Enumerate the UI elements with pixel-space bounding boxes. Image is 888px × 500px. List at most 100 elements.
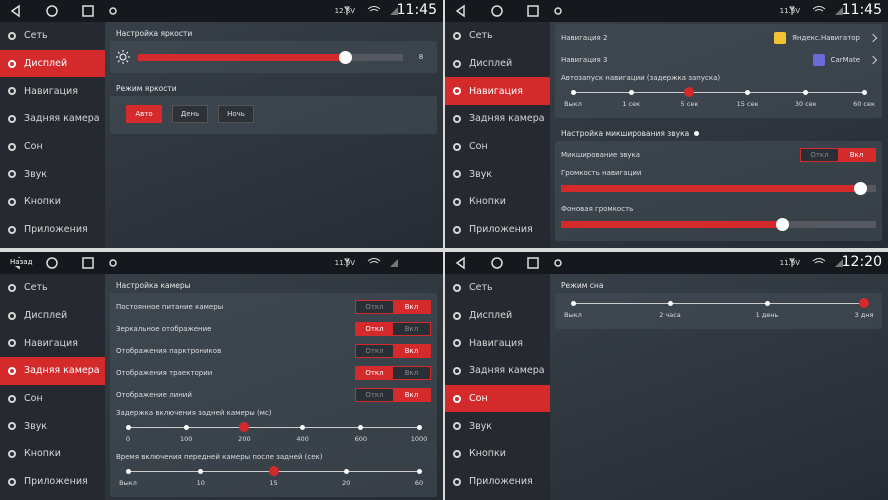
menu-label: Задняя камера bbox=[24, 365, 100, 377]
menu-item[interactable]: Навигация bbox=[445, 329, 550, 357]
tick-dot[interactable] bbox=[125, 469, 131, 474]
tick-dot[interactable] bbox=[416, 469, 422, 474]
menu-icon bbox=[8, 170, 16, 179]
menu-item[interactable]: Приложения bbox=[0, 468, 105, 496]
slider[interactable] bbox=[561, 218, 876, 231]
menu-item[interactable]: Дисплей bbox=[445, 302, 550, 330]
tick-dot[interactable] bbox=[861, 90, 867, 95]
menu-item[interactable]: Звук bbox=[0, 160, 105, 188]
tick-dot[interactable] bbox=[300, 425, 306, 430]
menu-item[interactable]: Задняя камера bbox=[0, 357, 105, 385]
app-row[interactable]: Навигация 3 CarMate bbox=[561, 49, 878, 71]
toggle-option[interactable]: Откл bbox=[356, 389, 393, 401]
tick-dot[interactable] bbox=[125, 425, 131, 430]
menu-item[interactable]: Кнопки bbox=[0, 440, 105, 468]
toggle-option[interactable]: Вкл bbox=[838, 149, 875, 161]
menu-item[interactable]: Кнопки bbox=[0, 188, 105, 216]
tick-slider[interactable]: Выкл 2 часа 1 день 3 дня bbox=[564, 296, 873, 326]
menu-label: Дисплей bbox=[24, 310, 68, 322]
button-group: Авто День Ночь bbox=[116, 99, 431, 131]
menu-item[interactable]: Приложения bbox=[445, 468, 550, 496]
status-bar: 12.8V 11:45 bbox=[0, 0, 443, 22]
menu-item[interactable]: Кнопки bbox=[445, 188, 550, 216]
tick-slider-label: Время включения передней камеры после за… bbox=[116, 453, 323, 461]
tick-dot[interactable] bbox=[239, 422, 250, 432]
tick-dot[interactable] bbox=[268, 466, 279, 476]
tick-dot[interactable] bbox=[183, 425, 189, 430]
menu-icon bbox=[8, 283, 16, 292]
slider-knob bbox=[338, 50, 352, 64]
section-title: Настройка яркости bbox=[110, 24, 437, 41]
mode-button[interactable]: День bbox=[172, 105, 208, 123]
menu-item[interactable]: Сон bbox=[445, 384, 550, 413]
menu-item[interactable]: Звук bbox=[445, 160, 550, 188]
toggle-option[interactable]: Вкл bbox=[393, 367, 430, 379]
tick-dot[interactable] bbox=[745, 90, 751, 95]
tick-slider[interactable]: Выкл 10 15 20 60 bbox=[119, 464, 423, 494]
menu-item[interactable]: Дисплей bbox=[0, 49, 105, 78]
menu-item[interactable]: Дисплей bbox=[445, 50, 550, 78]
brightness-slider[interactable] bbox=[138, 50, 403, 64]
menu-item[interactable]: Сеть bbox=[445, 22, 550, 50]
menu-icon bbox=[8, 225, 16, 234]
menu-item[interactable]: Задняя камера bbox=[445, 357, 550, 385]
menu-item[interactable]: Навигация bbox=[0, 77, 105, 105]
tick-dot[interactable] bbox=[859, 298, 869, 308]
menu-item[interactable]: Сон bbox=[445, 133, 550, 161]
menu-item[interactable]: Сеть bbox=[445, 274, 550, 302]
tick-label: 1 сек bbox=[622, 100, 641, 108]
content-area: Настройка яркости 8 Режим яркости Авто День Н… bbox=[110, 24, 437, 248]
toggle-option[interactable]: Вкл bbox=[393, 323, 430, 335]
tick-dot[interactable] bbox=[570, 301, 576, 306]
screen-panel: 11.9V 11:45 Сеть Дисплей Навигация Задняя кам… bbox=[445, 0, 888, 248]
menu-item[interactable]: Сеть bbox=[0, 274, 105, 302]
menu-item[interactable]: Звук bbox=[0, 412, 105, 440]
menu-item[interactable]: Сон bbox=[0, 385, 105, 413]
tick-dot[interactable] bbox=[570, 90, 576, 95]
toggle-option[interactable]: Вкл bbox=[393, 301, 430, 313]
menu-item[interactable]: Дисплей bbox=[0, 302, 105, 330]
toggle-option[interactable]: Откл bbox=[356, 323, 393, 335]
tick-slider[interactable]: Выкл 1 сек 5 сек 15 сек 30 сек 60 сек bbox=[564, 85, 875, 115]
tick-dot[interactable] bbox=[764, 301, 770, 306]
menu-item[interactable]: Звук bbox=[445, 412, 550, 440]
tick-dot[interactable] bbox=[198, 469, 204, 474]
menu-item[interactable]: Сон bbox=[0, 133, 105, 161]
section-title: Режим сна bbox=[555, 276, 882, 293]
tick-dot[interactable] bbox=[667, 301, 673, 306]
menu-item[interactable]: Приложения bbox=[445, 216, 550, 244]
menu-icon bbox=[453, 477, 461, 486]
tick-dot[interactable] bbox=[358, 425, 364, 430]
menu-item[interactable]: Задняя камера bbox=[0, 105, 105, 133]
toggle-option[interactable]: Откл bbox=[356, 345, 393, 357]
tick-dot[interactable] bbox=[343, 469, 349, 474]
tick-dot[interactable] bbox=[803, 90, 809, 95]
clock: 11:45 bbox=[396, 2, 437, 18]
tick-label: 1 день bbox=[755, 311, 779, 319]
toggle-option[interactable]: Откл bbox=[356, 367, 393, 379]
mode-button[interactable]: Ночь bbox=[218, 105, 254, 123]
toggle-option[interactable]: Вкл bbox=[393, 389, 430, 401]
toggle-option[interactable]: Вкл bbox=[393, 345, 430, 357]
tick-dot[interactable] bbox=[684, 87, 695, 97]
tick-dot[interactable] bbox=[416, 425, 422, 430]
menu-label: Задняя камера bbox=[469, 113, 545, 125]
menu-item[interactable]: Кнопки bbox=[445, 440, 550, 468]
slider[interactable] bbox=[561, 182, 876, 195]
toggle-option[interactable]: Откл bbox=[356, 301, 393, 313]
menu-icon bbox=[8, 449, 16, 458]
screen-panel: 11.9V 12:20 Сеть Дисплей Навигация Задняя кам… bbox=[445, 252, 888, 500]
mode-button[interactable]: Авто bbox=[126, 105, 162, 123]
menu-item[interactable]: Приложения bbox=[0, 216, 105, 244]
app-row[interactable]: Навигация 2 Яндекс.Навигатор bbox=[561, 27, 878, 49]
tick-slider[interactable]: 0 100 200 400 600 1000 bbox=[125, 420, 427, 450]
menu-item[interactable]: Задняя камера bbox=[445, 105, 550, 133]
menu-item[interactable]: Навигация bbox=[445, 77, 550, 106]
status-bar: 11.9V 12:20 bbox=[445, 252, 888, 274]
toggle-option[interactable]: Откл bbox=[801, 149, 838, 161]
menu-item[interactable]: Навигация bbox=[0, 329, 105, 357]
menu-icon bbox=[453, 142, 461, 151]
menu-item[interactable]: Сеть bbox=[0, 22, 105, 50]
tick-dot[interactable] bbox=[628, 90, 634, 95]
